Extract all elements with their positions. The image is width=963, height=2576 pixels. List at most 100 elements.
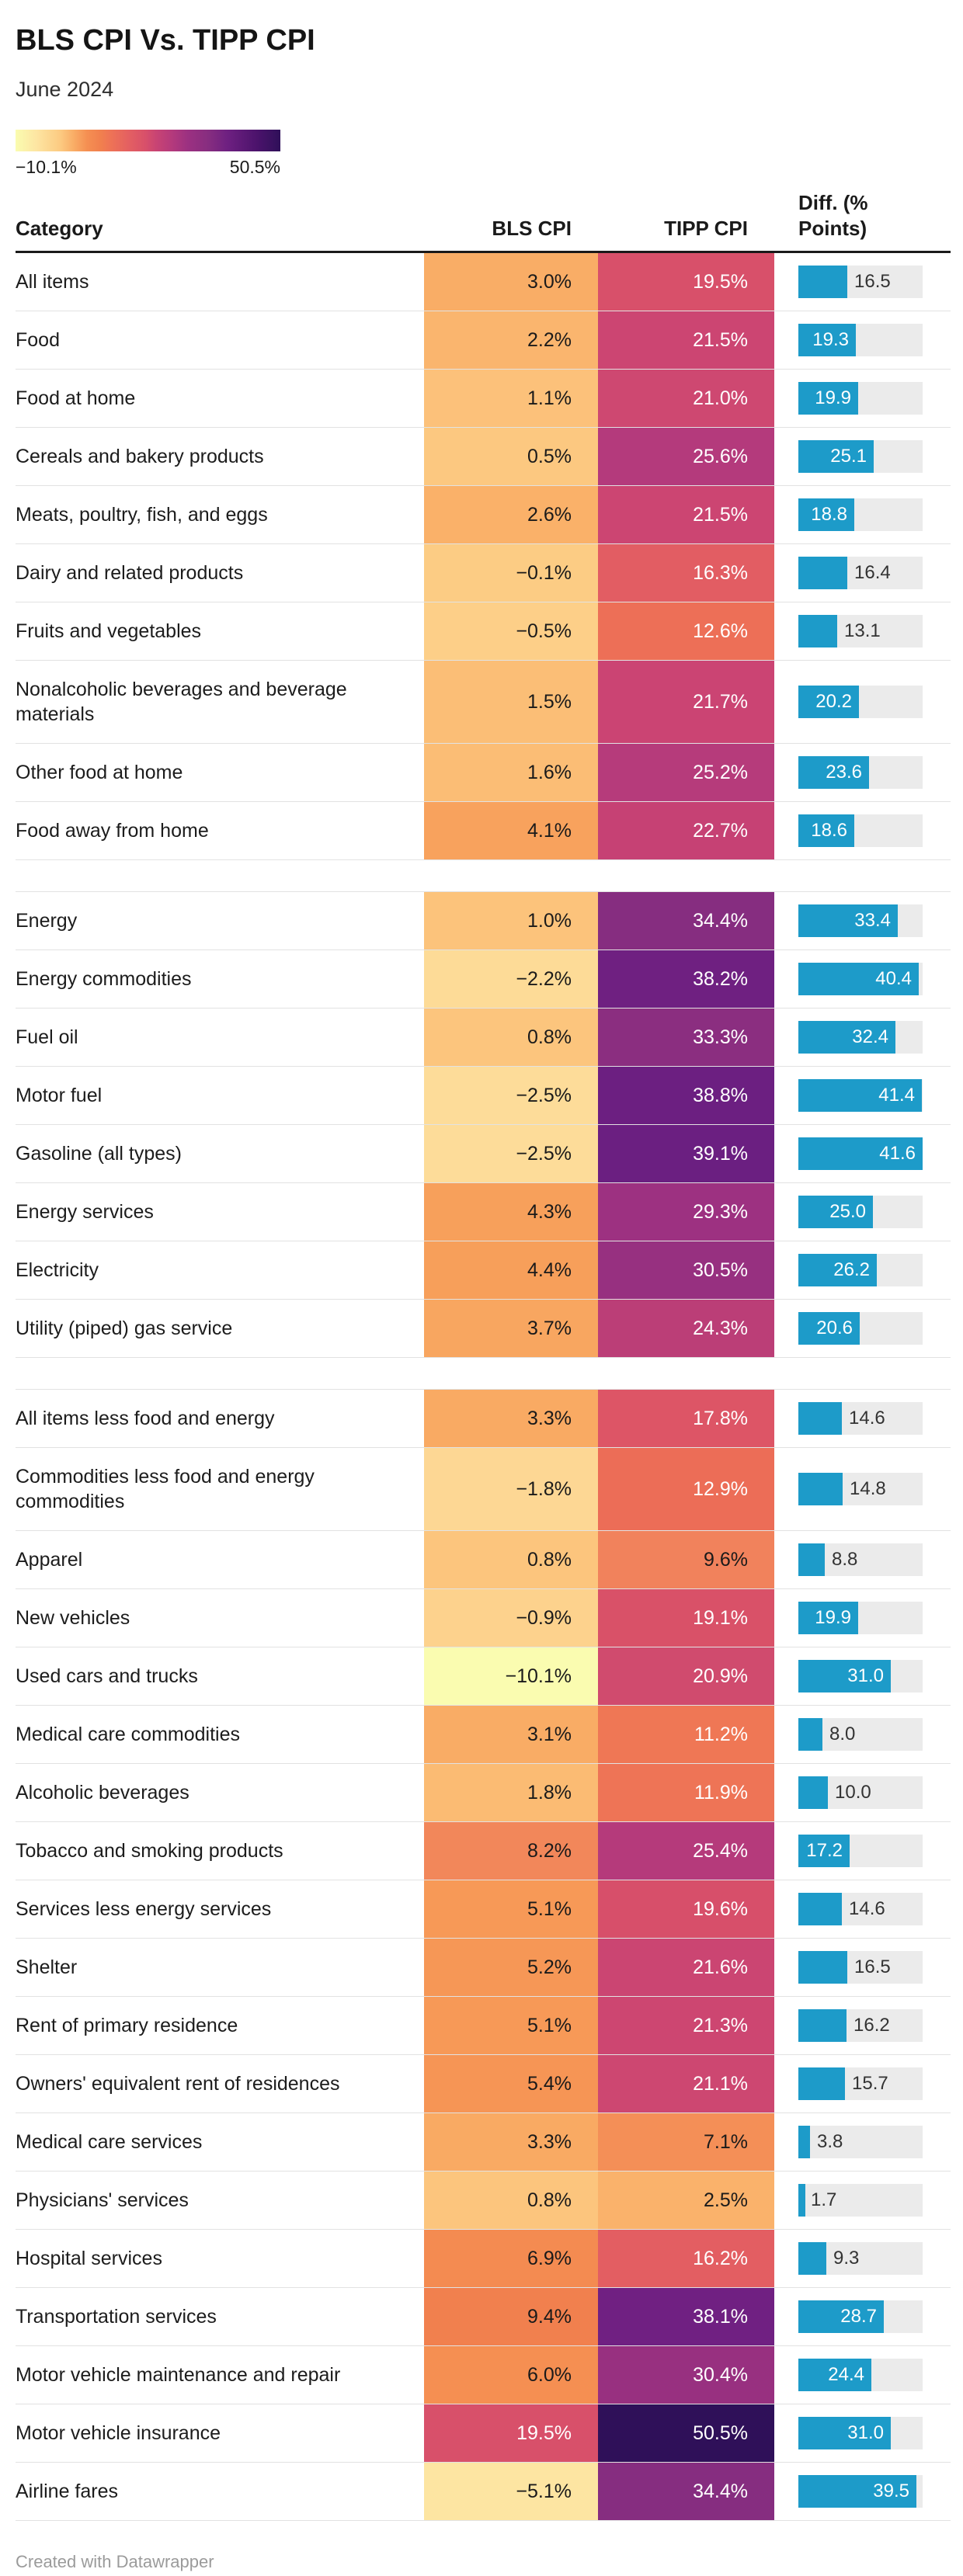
bls-cpi-cell: −2.5% (424, 1125, 598, 1182)
diff-bar-cell: 16.5 (798, 253, 951, 311)
column-spacer (774, 1880, 798, 1938)
diff-bar-track: 41.6 (798, 1137, 923, 1170)
table-row: Energy services 4.3% 29.3% 25.0 (16, 1183, 951, 1241)
table-row: Commodities less food and energy commodi… (16, 1448, 951, 1531)
bls-cpi-cell: 4.1% (424, 802, 598, 859)
color-legend: −10.1% 50.5% (16, 130, 951, 178)
diff-bar-cell: 19.3 (798, 311, 951, 369)
tipp-cpi-cell: 38.8% (598, 1067, 774, 1124)
column-spacer (774, 802, 798, 859)
diff-value-label: 16.5 (854, 1956, 891, 1977)
tipp-cpi-cell: 30.5% (598, 1241, 774, 1299)
table-row: Services less energy services 5.1% 19.6% 14… (16, 1880, 951, 1939)
diff-value-label: 14.6 (849, 1898, 885, 1919)
category-cell: Commodities less food and energy commodi… (16, 1466, 315, 1512)
bls-cpi-cell: 5.1% (424, 1880, 598, 1938)
diff-bar-cell: 28.7 (798, 2288, 951, 2345)
column-spacer (774, 1009, 798, 1066)
diff-value-label: 18.6 (811, 820, 847, 841)
diff-bar-cell: 19.9 (798, 370, 951, 427)
diff-bar-cell: 15.7 (798, 2055, 951, 2113)
column-spacer (774, 2404, 798, 2462)
diff-bar-cell: 40.4 (798, 950, 951, 1008)
tipp-cpi-cell: 21.5% (598, 486, 774, 543)
tipp-cpi-cell: 38.1% (598, 2288, 774, 2345)
category-cell: Energy commodities (16, 968, 192, 990)
diff-bar-track: 14.6 (798, 1893, 923, 1925)
column-spacer (774, 2288, 798, 2345)
diff-value-label: 25.0 (829, 1201, 866, 1222)
category-cell: Gasoline (all types) (16, 1143, 182, 1165)
diff-bar-cell: 20.6 (798, 1300, 951, 1357)
tipp-cpi-cell: 34.4% (598, 892, 774, 950)
table-header-row: Category BLS CPI TIPP CPI Diff. (% Point… (16, 190, 951, 253)
table-row: Food at home 1.1% 21.0% 19.9 (16, 370, 951, 428)
table-row: Medical care services 3.3% 7.1% 3.8 (16, 2113, 951, 2172)
tipp-cpi-cell: 2.5% (598, 2172, 774, 2229)
tipp-cpi-cell: 17.8% (598, 1390, 774, 1447)
column-spacer (774, 1183, 798, 1241)
diff-bar-track: 15.7 (798, 2067, 923, 2100)
diff-bar-track: 10.0 (798, 1776, 923, 1809)
bls-cpi-cell: 3.0% (424, 253, 598, 311)
diff-bar (798, 557, 847, 589)
bls-cpi-cell: −5.1% (424, 2463, 598, 2520)
column-spacer (774, 1939, 798, 1996)
category-cell: Fruits and vegetables (16, 620, 202, 642)
column-spacer (774, 661, 798, 743)
diff-bar-track: 18.8 (798, 498, 923, 531)
diff-bar-cell: 41.4 (798, 1067, 951, 1124)
table-row: Dairy and related products −0.1% 16.3% 16.4 (16, 544, 951, 602)
diff-bar-cell: 32.4 (798, 1009, 951, 1066)
category-cell: Used cars and trucks (16, 1665, 198, 1687)
column-spacer (774, 2346, 798, 2404)
tipp-cpi-cell: 21.3% (598, 1997, 774, 2054)
column-spacer (774, 253, 798, 311)
diff-bar (798, 2126, 810, 2158)
bls-cpi-cell: 1.6% (424, 744, 598, 801)
diff-value-label: 31.0 (847, 2422, 884, 2443)
diff-bar (798, 1543, 825, 1576)
diff-bar-track: 20.2 (798, 686, 923, 718)
diff-value-label: 9.3 (833, 2248, 860, 2269)
tipp-cpi-cell: 38.2% (598, 950, 774, 1008)
diff-bar-track: 17.2 (798, 1835, 923, 1867)
diff-value-label: 40.4 (875, 968, 912, 989)
diff-bar-cell: 25.1 (798, 428, 951, 485)
bls-cpi-cell: 19.5% (424, 2404, 598, 2462)
column-spacer (774, 1067, 798, 1124)
color-legend-labels: −10.1% 50.5% (16, 157, 280, 178)
diff-bar: 41.4 (798, 1079, 922, 1112)
diff-bar (798, 2009, 847, 2042)
tipp-cpi-cell: 16.2% (598, 2230, 774, 2287)
column-spacer (774, 2172, 798, 2229)
diff-bar-track: 24.4 (798, 2359, 923, 2391)
category-cell: New vehicles (16, 1607, 130, 1629)
table-row: Motor vehicle insurance 19.5% 50.5% 31.0 (16, 2404, 951, 2463)
diff-bar: 17.2 (798, 1835, 850, 1867)
diff-bar-track: 16.5 (798, 1951, 923, 1984)
cpi-table: Category BLS CPI TIPP CPI Diff. (% Point… (16, 190, 951, 2521)
diff-bar-track: 33.4 (798, 904, 923, 937)
category-cell: Other food at home (16, 762, 183, 783)
tipp-cpi-cell: 25.4% (598, 1822, 774, 1880)
bls-cpi-cell: 1.0% (424, 892, 598, 950)
column-spacer (774, 1241, 798, 1299)
diff-bar-track: 13.1 (798, 615, 923, 647)
diff-value-label: 23.6 (826, 762, 862, 783)
diff-bar: 26.2 (798, 1254, 877, 1286)
diff-bar-track: 19.9 (798, 1602, 923, 1634)
category-cell: Medical care services (16, 2131, 203, 2153)
diff-bar-cell: 26.2 (798, 1241, 951, 1299)
diff-bar: 19.9 (798, 382, 858, 415)
diff-bar: 39.5 (798, 2475, 916, 2508)
diff-bar-cell: 9.3 (798, 2230, 951, 2287)
diff-bar: 18.6 (798, 814, 854, 847)
table-row: Medical care commodities 3.1% 11.2% 8.0 (16, 1706, 951, 1764)
diff-bar-cell: 41.6 (798, 1125, 951, 1182)
bls-cpi-cell: 2.6% (424, 486, 598, 543)
column-spacer (774, 1647, 798, 1705)
bls-cpi-cell: −10.1% (424, 1647, 598, 1705)
diff-bar-cell: 1.7 (798, 2172, 951, 2229)
bls-cpi-cell: 2.2% (424, 311, 598, 369)
